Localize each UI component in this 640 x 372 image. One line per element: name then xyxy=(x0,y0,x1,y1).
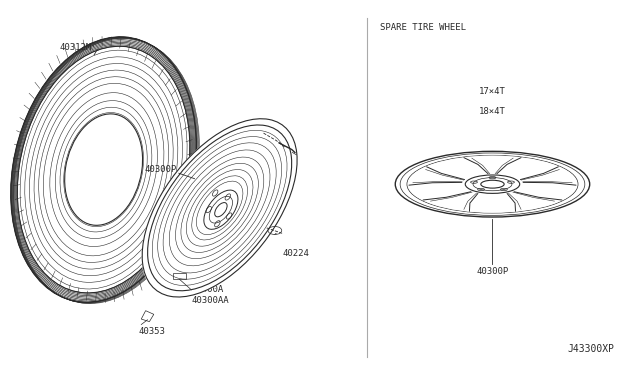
Text: 17×4T: 17×4T xyxy=(479,87,506,96)
Text: 40224: 40224 xyxy=(282,249,309,258)
Text: SPARE TIRE WHEEL: SPARE TIRE WHEEL xyxy=(380,23,465,32)
Text: 40300P: 40300P xyxy=(145,165,177,174)
Text: 40300A: 40300A xyxy=(191,285,223,294)
Ellipse shape xyxy=(408,155,577,213)
Text: J43300XP: J43300XP xyxy=(568,344,615,354)
Text: 40311: 40311 xyxy=(254,125,281,134)
Ellipse shape xyxy=(10,36,197,304)
Text: 40300P: 40300P xyxy=(476,267,509,276)
Text: 40353: 40353 xyxy=(138,327,165,336)
Text: 40300AA: 40300AA xyxy=(191,296,229,305)
Ellipse shape xyxy=(141,118,298,298)
Text: 18×4T: 18×4T xyxy=(479,107,506,116)
Text: 40312M: 40312M xyxy=(60,43,92,52)
